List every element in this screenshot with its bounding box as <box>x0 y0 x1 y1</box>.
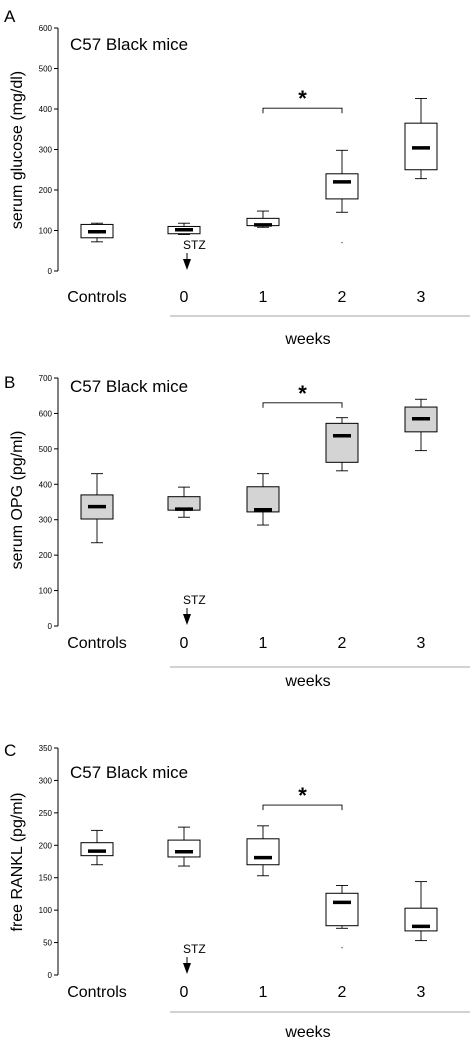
y-axis-title: serum OPG (pg/ml) <box>9 431 26 570</box>
x-axis-title: weeks <box>284 331 330 348</box>
y-tick-label: 300 <box>39 776 53 785</box>
y-tick-label: 400 <box>39 480 53 489</box>
box-3 <box>325 417 359 472</box>
box-2 <box>246 825 280 877</box>
outlier-point <box>341 947 343 949</box>
box-iqr <box>246 486 280 513</box>
y-tick-label: 200 <box>39 186 53 195</box>
x-axis-title: weeks <box>284 1024 330 1041</box>
box-4 <box>404 881 438 942</box>
panel-a: A 0 100 200 300 400 500 600 serum glucose (mg/dl… <box>4 7 470 348</box>
x-category-label: 1 <box>259 635 268 652</box>
x-category-label: 0 <box>180 984 189 1001</box>
y-tick-label: 0 <box>48 622 53 631</box>
panel-letter: B <box>4 373 15 392</box>
x-category-label: 3 <box>417 984 426 1001</box>
significance-bracket <box>262 402 343 408</box>
y-tick-label: 100 <box>39 906 53 915</box>
box-iqr <box>80 842 114 857</box>
box-4 <box>404 98 438 180</box>
x-category-label: Controls <box>67 289 127 306</box>
y-tick-label: 200 <box>39 551 53 560</box>
box-iqr <box>246 838 280 866</box>
y-tick-label: 0 <box>48 267 53 276</box>
outlier-point <box>341 241 343 244</box>
box-1 <box>167 486 201 518</box>
stz-label: STZ <box>183 238 206 252</box>
panel-letter: C <box>4 741 16 760</box>
x-category-label: 3 <box>417 635 426 652</box>
y-tick-label: 300 <box>39 146 53 155</box>
box-0 <box>80 473 114 544</box>
y-tick-label: 0 <box>48 971 53 980</box>
y-tick-label: 500 <box>39 65 53 74</box>
x-category-label: 2 <box>338 289 347 306</box>
significance-star: * <box>298 381 307 406</box>
chart-title: C57 Black mice <box>70 377 188 396</box>
x-category-label: Controls <box>67 984 127 1001</box>
box-4 <box>404 398 438 452</box>
box-iqr <box>325 892 359 927</box>
box-2 <box>246 210 280 228</box>
x-category-label: 1 <box>259 289 268 306</box>
panel-b: B 0 100 200 300 400 500 600 700 serum OPG (pg/ml)… <box>4 373 470 690</box>
box-2 <box>246 473 280 526</box>
box-0 <box>80 222 114 243</box>
significance-star: * <box>298 783 307 808</box>
stz-label: STZ <box>183 942 206 956</box>
y-tick-label: 100 <box>39 227 53 236</box>
x-category-label: Controls <box>67 635 127 652</box>
box-iqr <box>167 839 201 858</box>
stz-arrowhead <box>183 963 191 974</box>
box-1 <box>167 222 201 236</box>
y-tick-label: 100 <box>39 587 53 596</box>
x-category-label: 0 <box>180 635 189 652</box>
box-3 <box>325 149 359 213</box>
panel-letter: A <box>4 7 16 26</box>
y-axis-title: serum glucose (mg/dl) <box>9 71 26 229</box>
significance-bracket <box>262 804 343 811</box>
stz-arrowhead <box>183 614 191 625</box>
x-category-label: 2 <box>338 635 347 652</box>
y-tick-label: 200 <box>39 841 53 850</box>
stz-arrowhead <box>183 259 191 270</box>
chart-title: C57 Black mice <box>70 763 188 782</box>
box-0 <box>80 829 114 866</box>
x-category-label: 1 <box>259 984 268 1001</box>
box-1 <box>167 826 201 867</box>
y-tick-label: 400 <box>39 105 53 114</box>
x-axis-title: weeks <box>284 673 330 690</box>
y-tick-label: 250 <box>39 809 53 818</box>
y-tick-label: 300 <box>39 516 53 525</box>
chart-title: C57 Black mice <box>70 35 188 54</box>
box-3 <box>325 885 359 929</box>
x-category-label: 3 <box>417 289 426 306</box>
y-tick-label: 700 <box>39 374 53 383</box>
significance-star: * <box>298 86 307 111</box>
y-tick-label: 500 <box>39 445 53 454</box>
box-iqr <box>325 173 359 200</box>
x-category-label: 0 <box>180 289 189 306</box>
y-tick-label: 150 <box>39 874 53 883</box>
y-tick-label: 600 <box>39 24 53 33</box>
box-iqr <box>325 422 359 463</box>
x-category-label: 2 <box>338 984 347 1001</box>
y-tick-label: 50 <box>43 939 52 948</box>
panel-c: C 0 50 100 150 200 250 300 350 free RANKL (pg/ml)… <box>4 741 470 1041</box>
significance-bracket <box>262 107 343 114</box>
y-axis-title: free RANKL (pg/ml) <box>9 793 26 932</box>
y-tick-label: 350 <box>39 744 53 753</box>
y-tick-label: 600 <box>39 409 53 418</box>
stz-label: STZ <box>183 593 206 607</box>
